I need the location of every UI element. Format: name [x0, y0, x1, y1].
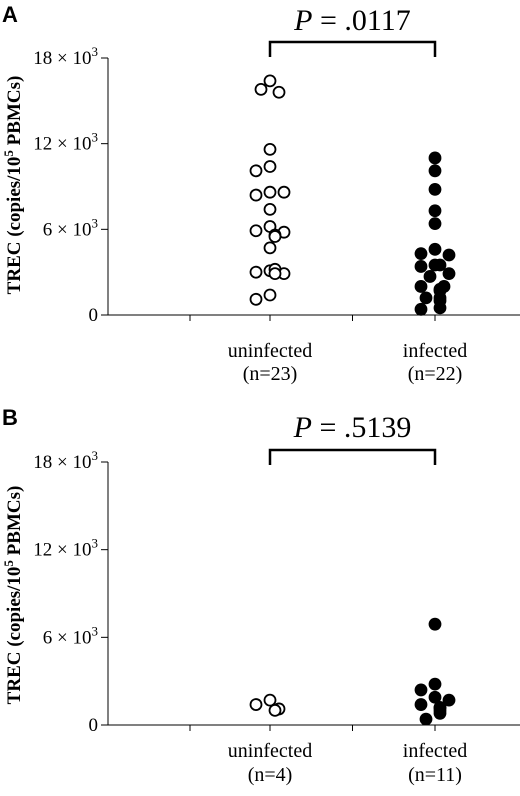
data-point-infected — [428, 242, 442, 256]
y-tick-label: 0 — [89, 715, 99, 736]
data-point-infected — [442, 693, 456, 707]
p-value-letter: P — [293, 4, 312, 37]
data-point-infected — [442, 248, 456, 262]
y-tick-label-base: 6 × 10 — [43, 219, 92, 240]
y-tick-label: 18 × 103 — [33, 44, 98, 69]
y-tick-label-sup: 3 — [92, 44, 99, 59]
y-axis-label-base: TREC (copies/10 — [4, 157, 25, 295]
panel-letter: A — [2, 2, 18, 27]
x-category-n: (n=11) — [408, 764, 462, 786]
y-tick-label: 6 × 103 — [43, 623, 98, 648]
data-point-uninfected — [263, 202, 277, 216]
x-category-label: uninfected — [228, 340, 312, 362]
y-axis-label: TREC (copies/105 PBMCs) — [1, 486, 25, 705]
x-category-label: uninfected — [228, 740, 312, 762]
y-tick-label: 18 × 103 — [33, 448, 98, 473]
data-point-uninfected — [263, 74, 277, 88]
data-point-uninfected — [268, 703, 282, 717]
y-tick-label: 12 × 103 — [33, 536, 98, 561]
x-category-label: infected — [403, 340, 467, 362]
y-tick-label-sup: 3 — [92, 623, 99, 638]
data-point-infected — [428, 204, 442, 218]
data-point-uninfected — [263, 142, 277, 156]
y-tick-label-base: 18 × 10 — [33, 452, 91, 473]
p-value-number: = .0117 — [313, 4, 411, 37]
panel-letter: B — [2, 405, 18, 430]
data-point-uninfected — [249, 164, 263, 178]
data-point-uninfected — [263, 241, 277, 255]
y-axis-label-sup: 5 — [1, 150, 16, 157]
data-point-uninfected — [272, 85, 286, 99]
data-point-infected — [433, 258, 447, 272]
data-point-uninfected — [249, 292, 263, 306]
y-tick-label: 12 × 103 — [33, 130, 98, 155]
p-value-label: P = .5139 — [293, 411, 412, 444]
y-tick-label-sup: 3 — [92, 130, 99, 145]
x-category-label: infected — [403, 740, 467, 762]
data-point-infected — [428, 217, 442, 231]
p-value-number: = .5139 — [312, 411, 411, 444]
data-point-infected — [414, 698, 428, 711]
data-point-uninfected — [249, 698, 263, 711]
data-point-infected — [428, 164, 442, 178]
data-point-uninfected — [268, 267, 282, 280]
data-point-infected — [442, 267, 456, 280]
p-value-letter: P — [293, 411, 312, 444]
data-point-infected — [423, 270, 437, 283]
data-point-infected — [428, 617, 442, 631]
p-value-label: P = .0117 — [293, 4, 411, 37]
data-point-uninfected — [268, 230, 282, 243]
data-point-uninfected — [254, 83, 268, 96]
data-point-infected — [414, 280, 428, 293]
y-tick-label-sup: 3 — [92, 448, 99, 463]
data-point-uninfected — [263, 288, 277, 302]
y-axis-label-base: TREC (copies/10 — [4, 567, 25, 705]
data-point-infected — [433, 301, 447, 315]
data-point-uninfected — [263, 693, 277, 707]
y-tick-label: 0 — [89, 305, 99, 326]
y-tick-label: 6 × 103 — [43, 215, 98, 240]
data-point-infected — [419, 712, 433, 726]
data-point-infected — [414, 302, 428, 316]
x-category-n: (n=22) — [408, 363, 463, 385]
data-point-uninfected — [263, 185, 277, 199]
data-point-infected — [428, 690, 442, 704]
y-axis-label-end: PBMCs) — [4, 486, 25, 560]
y-tick-label-sup: 3 — [92, 536, 99, 551]
data-point-infected — [419, 291, 433, 305]
y-tick-label-base: 18 × 10 — [33, 48, 91, 69]
y-tick-label-base: 12 × 10 — [33, 134, 91, 155]
y-tick-label-base: 12 × 10 — [33, 540, 91, 561]
data-point-uninfected — [249, 265, 263, 279]
data-point-uninfected — [263, 160, 277, 173]
significance-bracket — [268, 40, 437, 57]
y-tick-label-sup: 3 — [92, 215, 99, 230]
data-point-uninfected — [249, 188, 263, 202]
x-category-n: (n=23) — [243, 363, 298, 385]
data-point-infected — [428, 182, 442, 196]
x-category-n: (n=4) — [248, 764, 293, 786]
data-point-infected — [428, 151, 442, 165]
y-axis-label-end: PBMCs) — [4, 76, 25, 150]
y-tick-label-base: 6 × 10 — [43, 627, 92, 648]
data-point-infected — [414, 260, 428, 273]
significance-bracket — [268, 448, 437, 465]
y-axis-label: TREC (copies/105 PBMCs) — [1, 76, 25, 295]
data-point-infected — [433, 706, 447, 720]
y-axis-label-sup: 5 — [1, 560, 16, 567]
data-point-uninfected — [277, 185, 291, 199]
y-tick-label-base: 0 — [89, 715, 99, 736]
y-tick-label-base: 0 — [89, 305, 99, 326]
data-point-infected — [414, 683, 428, 697]
data-point-infected — [414, 247, 428, 261]
data-point-infected — [428, 677, 442, 691]
data-point-uninfected — [249, 224, 263, 238]
